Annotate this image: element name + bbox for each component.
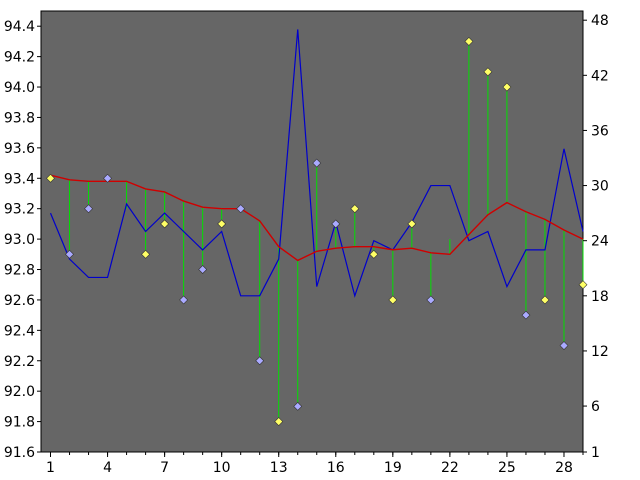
right-tick-label: 42 <box>591 68 609 84</box>
x-tick-label: 25 <box>498 460 516 476</box>
x-tick-label: 19 <box>384 460 402 476</box>
left-tick-label: 91.6 <box>4 445 35 461</box>
blue-series-line <box>49 29 584 298</box>
marker-26 <box>521 310 531 320</box>
axes-layer: 91.6 91.8 92.0 92.2 92.4 92.6 92.8 93.0 93.2 93.4… <box>4 13 609 476</box>
left-tick-label: 92.0 <box>4 384 35 400</box>
x-tick-label: 7 <box>160 460 169 476</box>
marker-10 <box>217 219 227 229</box>
left-tick-label: 93.8 <box>4 110 35 126</box>
x-tick-label: 13 <box>270 460 288 476</box>
left-tick-label: 93.0 <box>4 232 35 248</box>
marker-20 <box>407 219 417 229</box>
marker-29 <box>578 280 588 290</box>
marker-16 <box>331 219 341 229</box>
marker-25 <box>502 82 512 92</box>
left-tick-label: 92.6 <box>4 293 35 309</box>
markers-layer <box>46 36 588 427</box>
right-tick-label: 30 <box>591 179 609 195</box>
right-tick-label: 18 <box>591 289 609 305</box>
marker-9 <box>198 265 208 274</box>
x-tick-label: 10 <box>213 460 231 476</box>
x-tick-label: 28 <box>555 460 573 476</box>
marker-4 <box>103 173 112 183</box>
marker-3 <box>84 204 93 214</box>
marker-14 <box>293 401 303 411</box>
marker-28 <box>559 341 569 350</box>
marker-15 <box>312 158 322 168</box>
left-tick-label: 94.2 <box>4 50 35 66</box>
left-tick-label: 94.4 <box>4 19 35 35</box>
right-tick-label: 6 <box>591 399 600 415</box>
x-tick-label: 1 <box>46 460 55 476</box>
left-tick-label: 92.2 <box>4 354 35 370</box>
marker-18 <box>369 249 379 259</box>
left-tick-label: 92.4 <box>4 323 35 339</box>
right-tick-label: 1 <box>591 445 600 461</box>
marker-11 <box>236 204 246 214</box>
left-tick-label: 93.4 <box>4 171 35 187</box>
marker-27 <box>540 295 550 305</box>
marker-24 <box>483 67 493 77</box>
marker-23 <box>464 36 474 46</box>
left-tick-label: 93.6 <box>4 141 35 157</box>
marker-8 <box>179 295 189 305</box>
right-tick-label: 36 <box>591 123 609 139</box>
right-tick-label: 12 <box>591 344 609 360</box>
marker-7 <box>160 219 170 229</box>
plot-background <box>40 10 584 453</box>
stems-layer <box>50 41 584 422</box>
left-tick-label: 92.8 <box>4 263 35 279</box>
lines-layer <box>49 29 584 298</box>
x-tick-label: 22 <box>441 460 459 476</box>
right-tick-label: 24 <box>591 234 609 250</box>
right-tick-label: 48 <box>591 13 609 29</box>
marker-6 <box>141 249 151 259</box>
marker-1 <box>46 173 55 183</box>
marker-12 <box>255 356 265 366</box>
marker-13 <box>274 417 284 427</box>
left-tick-label: 93.2 <box>4 202 35 218</box>
x-tick-label: 4 <box>103 460 112 476</box>
red-series-line <box>50 174 584 262</box>
left-tick-label: 91.8 <box>4 415 35 431</box>
marker-19 <box>388 295 398 305</box>
left-tick-label: 94.0 <box>4 80 35 96</box>
x-tick-label: 16 <box>327 460 345 476</box>
marker-21 <box>426 295 436 305</box>
marker-17 <box>350 204 360 214</box>
marker-2 <box>65 249 74 259</box>
